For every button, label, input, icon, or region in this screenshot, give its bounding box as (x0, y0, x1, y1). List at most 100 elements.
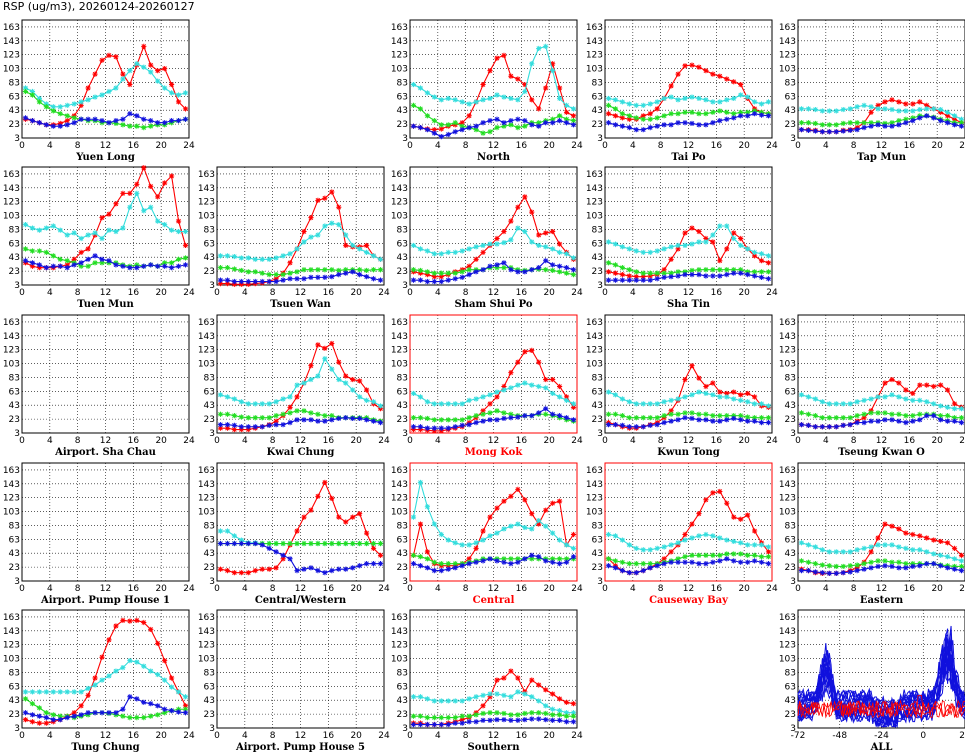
x-tick-label: 4 (435, 288, 441, 298)
data-point-green (473, 413, 479, 419)
y-tick-label: 83 (785, 78, 796, 88)
data-point-blue (854, 419, 860, 426)
data-point-blue (22, 710, 29, 716)
data-point-red (515, 76, 521, 82)
y-tick-label: 123 (779, 641, 796, 651)
data-point-blue (127, 111, 133, 117)
data-point-cyan (508, 694, 514, 700)
data-point-cyan (868, 544, 874, 550)
data-point-green (57, 111, 63, 117)
x-tick-label: 20 (543, 731, 555, 741)
plot-frame (604, 314, 773, 434)
data-point-blue (570, 719, 577, 725)
data-point-cyan (661, 544, 667, 550)
data-point-cyan (301, 239, 307, 245)
y-tick-label: 163 (3, 466, 20, 476)
data-point-blue (238, 540, 244, 547)
data-point-green (654, 415, 660, 421)
y-tick-label: 103 (586, 65, 603, 75)
data-point-blue (570, 267, 577, 273)
data-point-blue (882, 417, 888, 423)
y-tick-label: 143 (779, 37, 796, 47)
data-point-red (529, 97, 535, 103)
data-point-blue (619, 123, 625, 129)
data-point-green (57, 713, 63, 719)
x-tick-label: 0 (214, 436, 220, 446)
data-point-blue (619, 422, 625, 428)
data-point-red (640, 113, 646, 119)
panel-title: Central/Western (255, 595, 347, 606)
data-point-green (459, 269, 465, 275)
data-point-cyan (633, 545, 639, 551)
data-point-blue (563, 719, 570, 725)
data-point-blue (675, 120, 681, 126)
data-point-green (364, 267, 370, 274)
y-tick-label: 43 (592, 106, 603, 116)
data-point-cyan (148, 204, 154, 210)
x-tick-label: 12 (683, 436, 694, 446)
x-tick-label: 16 (323, 288, 335, 298)
x-tick-label: 0 (19, 731, 25, 741)
data-point-cyan (896, 394, 902, 400)
data-point-red (336, 514, 342, 520)
data-point-red (522, 497, 528, 503)
data-point-cyan (910, 108, 916, 114)
y-tick-label: 163 (391, 318, 408, 328)
data-point-red (536, 106, 542, 112)
data-point-red (431, 428, 437, 434)
data-point-green (612, 262, 619, 268)
data-point-cyan (231, 533, 237, 539)
x-tick-label: -24 (874, 731, 889, 741)
data-point-blue (494, 262, 500, 268)
data-point-red (557, 85, 563, 91)
data-point-cyan (738, 540, 744, 546)
data-point-green (633, 269, 639, 275)
y-tick-label: 63 (397, 535, 408, 545)
data-point-cyan (487, 691, 493, 697)
y-tick-label: 63 (204, 535, 215, 545)
data-point-blue (717, 558, 723, 564)
data-point-blue (410, 424, 417, 430)
data-point-green (466, 713, 472, 719)
data-point-cyan (724, 537, 730, 543)
plot-frame (604, 462, 773, 582)
data-point-red (550, 228, 556, 235)
data-point-red (169, 173, 175, 179)
data-point-green (626, 113, 632, 119)
y-tick-label: 3 (597, 134, 603, 144)
data-point-blue (452, 276, 458, 282)
data-point-green (710, 413, 716, 419)
data-point-cyan (487, 241, 493, 247)
data-point-cyan (661, 399, 667, 405)
data-point-green (882, 558, 888, 564)
x-tick-label: 4 (242, 584, 248, 594)
data-point-green (148, 713, 154, 719)
data-point-red (605, 269, 612, 275)
data-point-green (640, 116, 646, 122)
data-point-blue (508, 561, 514, 567)
data-point-green (169, 260, 175, 266)
data-point-blue (231, 278, 237, 285)
data-point-cyan (466, 397, 472, 403)
data-point-red (224, 281, 231, 287)
data-point-red (417, 521, 424, 527)
data-point-cyan (431, 698, 437, 704)
data-point-blue (169, 118, 175, 124)
panel-title: Southern (468, 742, 521, 753)
data-point-cyan (238, 399, 244, 405)
data-point-blue (494, 417, 500, 423)
data-point-cyan (563, 102, 570, 108)
data-point-green (910, 413, 916, 419)
data-point-red (501, 498, 507, 504)
x-tick-label: 12 (683, 584, 694, 594)
data-point-blue (563, 559, 570, 565)
y-tick-label: 163 (198, 613, 215, 623)
data-point-blue (224, 277, 231, 283)
y-tick-label: 103 (391, 655, 408, 665)
data-point-cyan (224, 528, 231, 534)
data-point-green (50, 108, 56, 114)
x-tick-label: 24 (766, 288, 778, 298)
data-point-cyan (529, 382, 535, 388)
data-point-blue (875, 563, 881, 570)
data-point-blue (833, 570, 839, 576)
